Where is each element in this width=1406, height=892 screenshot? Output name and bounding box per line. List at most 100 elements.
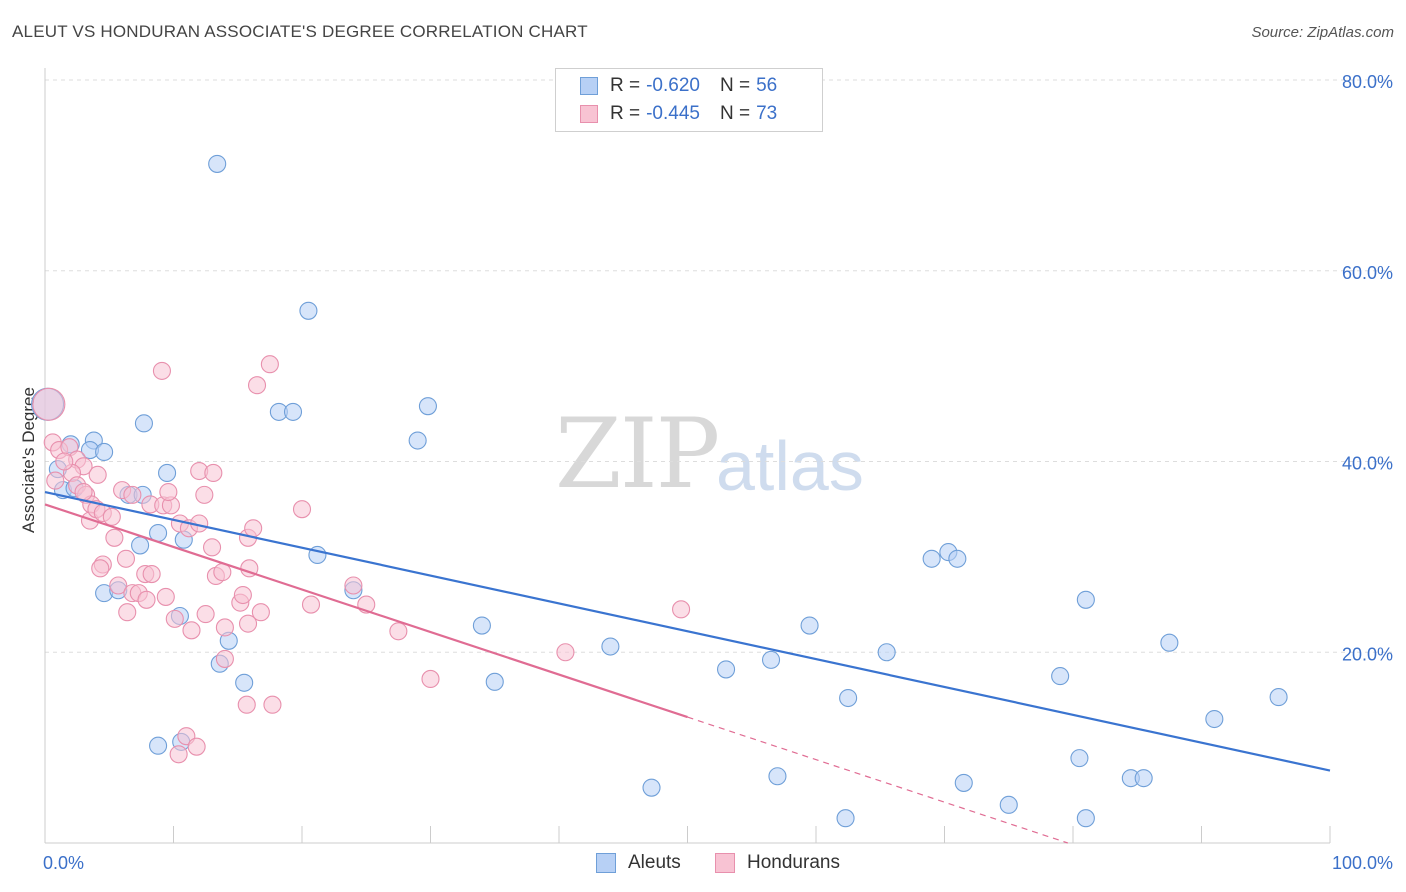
aleut-point: [208, 154, 227, 173]
honduran-point: [237, 695, 256, 714]
honduran-point: [152, 361, 171, 380]
legend-n-label: N =: [719, 75, 751, 96]
series-legend-aleuts[interactable]: Aleuts: [596, 852, 681, 874]
legend-r-value: -0.620: [646, 75, 700, 96]
source-label: Source: ZipAtlas.com: [1251, 24, 1394, 41]
x-tick-label: 0.0%: [43, 853, 84, 873]
legend-row-aleuts: R = -0.620 N = 56: [580, 74, 777, 98]
aleut-point: [768, 767, 787, 786]
y-tick-label: 80.0%: [1342, 72, 1393, 92]
honduran-point: [204, 463, 223, 482]
aleut-point: [131, 536, 150, 555]
watermark-zip: ZIP: [555, 398, 720, 510]
y-tick-label: 20.0%: [1342, 644, 1393, 664]
honduran-point: [196, 605, 215, 624]
honduran-point: [165, 609, 184, 628]
y-axis-label: Associate's Degree: [19, 387, 38, 533]
legend-r-value: -0.445: [646, 103, 700, 124]
aleut-point: [1269, 688, 1288, 707]
aleut-point: [761, 650, 781, 669]
chart-title: ALEUT VS HONDURAN ASSOCIATE'S DEGREE COR…: [12, 22, 588, 41]
honduran-point: [88, 465, 107, 484]
honduran-point: [118, 603, 137, 622]
aleut-point: [922, 549, 941, 568]
aleut-point: [418, 397, 437, 416]
aleut-point: [800, 616, 819, 635]
aleut-point: [158, 463, 177, 482]
honduran-point: [292, 500, 312, 519]
aleut-point: [716, 660, 736, 679]
honduran-point: [251, 603, 270, 622]
legend-r-label: R =: [610, 75, 641, 96]
honduran-point: [238, 614, 258, 633]
honduran-point: [263, 695, 282, 714]
aleut-point: [999, 795, 1018, 814]
honduran-point: [187, 737, 206, 756]
aleut-trend-line: [44, 490, 1331, 772]
aleut-point: [839, 688, 858, 708]
legend-row-hondurans: R = -0.445 N = 73: [580, 102, 777, 126]
watermark-atlas: atlas: [716, 427, 864, 505]
legend-n-label: N =: [719, 103, 751, 124]
honduran-trend-extension: [687, 716, 1069, 844]
honduran-point: [105, 528, 124, 547]
honduran-point: [32, 387, 66, 421]
aleut-point: [235, 673, 254, 692]
y-tick-label: 60.0%: [1342, 263, 1393, 283]
legend-n-value: 56: [756, 75, 778, 96]
honduran-point: [123, 485, 142, 504]
honduran-point: [389, 622, 408, 641]
series-swatch-hondurans: [715, 853, 735, 873]
honduran-point: [260, 355, 279, 374]
aleut-point: [472, 616, 491, 635]
aleut-point: [408, 431, 427, 450]
honduran-point: [46, 471, 65, 490]
series-legend: Aleuts Hondurans: [0, 852, 1406, 878]
honduran-point: [169, 745, 188, 764]
honduran-point: [102, 507, 121, 526]
stats-legend: R = -0.620 N = 56 R = -0.445 N = 73: [555, 68, 823, 132]
honduran-point: [91, 559, 110, 578]
aleut-point: [95, 442, 114, 462]
aleut-point: [1051, 667, 1070, 686]
aleut-point: [601, 637, 620, 656]
legend-n-value: 73: [756, 103, 778, 124]
aleut-point: [1070, 749, 1089, 768]
honduran-trend-line: [44, 503, 688, 719]
honduran-point: [137, 590, 156, 609]
honduran-point: [301, 595, 321, 614]
honduran-point: [233, 585, 252, 605]
legend-swatch-hondurans: [580, 105, 598, 123]
honduran-point: [55, 452, 74, 471]
aleut-point: [1134, 769, 1153, 788]
aleut-point: [485, 672, 504, 691]
aleut-point: [1076, 809, 1095, 828]
honduran-point: [215, 649, 234, 668]
honduran-point: [159, 482, 178, 502]
aleut-point: [149, 736, 168, 755]
honduran-point: [142, 564, 161, 584]
honduran-point: [421, 669, 440, 689]
honduran-point: [556, 643, 575, 662]
series-label-aleuts: Aleuts: [628, 852, 681, 873]
legend-r-label: R =: [610, 103, 641, 124]
aleut-point: [877, 643, 896, 662]
honduran-point: [195, 485, 214, 504]
aleut-point: [836, 809, 855, 828]
honduran-point: [203, 538, 222, 557]
aleut-point: [948, 549, 967, 568]
honduran-point: [247, 376, 267, 395]
aleut-point: [1205, 709, 1224, 729]
aleut-point: [134, 414, 153, 433]
series-legend-hondurans[interactable]: Hondurans: [715, 852, 840, 874]
x-tick-label: 100.0%: [1332, 853, 1393, 873]
series-label-hondurans: Hondurans: [747, 852, 840, 873]
aleut-point: [1076, 590, 1095, 609]
honduran-point: [215, 618, 234, 637]
aleut-point: [283, 402, 303, 421]
legend-swatch-aleuts: [580, 77, 598, 95]
honduran-point: [244, 519, 263, 538]
series-swatch-aleuts: [596, 853, 616, 873]
honduran-point: [672, 600, 691, 619]
